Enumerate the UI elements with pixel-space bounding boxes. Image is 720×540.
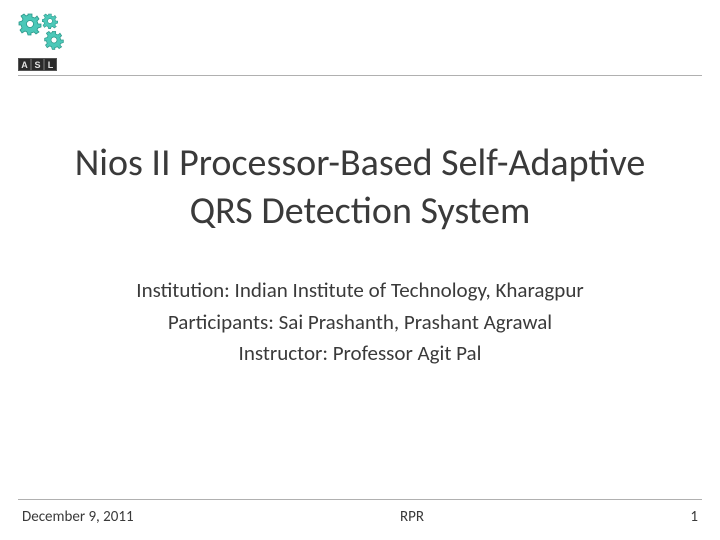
institution-line: Institution: Indian Institute of Technol… <box>60 275 660 307</box>
divider-bottom <box>18 499 702 500</box>
instructor-line: Instructor: Professor Agit Pal <box>60 338 660 370</box>
gears-icon <box>18 12 78 54</box>
footer-date: December 9, 2011 <box>22 508 134 526</box>
footer-center: RPR <box>400 508 424 526</box>
footer-page: 1 <box>690 508 698 526</box>
main-content: Nios II Processor-Based Self-Adaptive QR… <box>60 140 660 370</box>
participants-line: Participants: Sai Prashanth, Prashant Ag… <box>60 307 660 339</box>
divider-top <box>18 75 702 76</box>
slide-title: Nios II Processor-Based Self-Adaptive QR… <box>60 140 660 235</box>
header-logo-area: A S L <box>18 12 78 71</box>
asl-letter-s: S <box>31 58 44 71</box>
asl-letter-l: L <box>44 58 57 71</box>
subtitle-block: Institution: Indian Institute of Technol… <box>60 275 660 370</box>
asl-logo: A S L <box>18 58 58 71</box>
footer: December 9, 2011 RPR 1 <box>22 508 698 526</box>
asl-letter-a: A <box>18 58 31 71</box>
